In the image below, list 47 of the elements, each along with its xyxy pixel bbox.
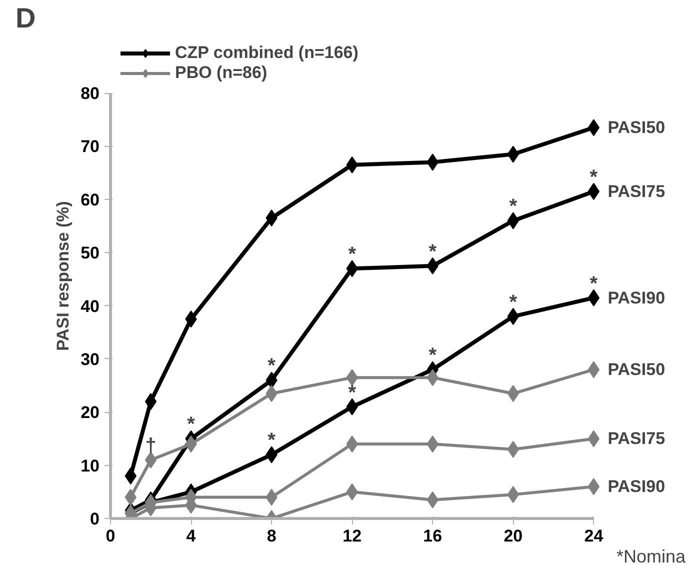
x-tick-label: 8 <box>266 526 276 546</box>
annotation: * <box>268 355 276 378</box>
point <box>588 361 600 378</box>
point <box>588 430 600 448</box>
y-tick-label: 70 <box>80 137 100 156</box>
x-tick-label: 0 <box>106 526 116 546</box>
x-tick-label: 24 <box>584 526 604 546</box>
annotation: * <box>509 291 518 314</box>
y-tick-label: 20 <box>80 403 100 422</box>
annotation: * <box>348 382 356 404</box>
y-axis-title: PASI response (%) <box>54 201 73 351</box>
y-tick-label: 0 <box>90 510 100 528</box>
point <box>588 119 600 136</box>
x-tick-label: 4 <box>186 526 196 546</box>
annotation: PASI75 <box>608 182 666 201</box>
y-tick-label: 10 <box>80 456 100 476</box>
legend-label: CZP combined (n=166) <box>175 43 358 63</box>
y-tick-label: 80 <box>80 84 100 104</box>
annotation: * <box>428 240 437 263</box>
x-tick-label: 12 <box>342 526 362 546</box>
y-tick-label: 40 <box>80 296 100 316</box>
point <box>588 289 600 306</box>
y-tick-label: 50 <box>80 244 100 263</box>
x-tick-label: 16 <box>423 526 442 546</box>
y-tick-label: 60 <box>80 190 100 210</box>
x-tick-label: 20 <box>504 526 523 546</box>
annotation: PASI90 <box>608 288 666 308</box>
annotation: * <box>348 244 356 266</box>
text: D <box>16 2 36 34</box>
annotation: * <box>187 414 196 436</box>
y-tick-label: 30 <box>80 350 100 369</box>
annotation: * <box>590 166 598 188</box>
annotation: PASI90 <box>608 477 666 496</box>
annotation: * <box>268 430 276 452</box>
annotation: PASI75 <box>608 429 666 448</box>
annotation: PASI50 <box>608 118 666 138</box>
point <box>588 478 600 496</box>
annotation: * <box>590 272 598 295</box>
annotation: † <box>145 435 156 457</box>
point <box>144 452 157 468</box>
point <box>588 182 600 200</box>
annotation: * <box>428 344 437 367</box>
text: *Nomina <box>616 546 686 566</box>
point <box>144 393 157 410</box>
legend-label: PBO (n=86) <box>175 63 268 83</box>
annotation: PASI50 <box>608 360 666 380</box>
annotation: * <box>509 196 518 218</box>
